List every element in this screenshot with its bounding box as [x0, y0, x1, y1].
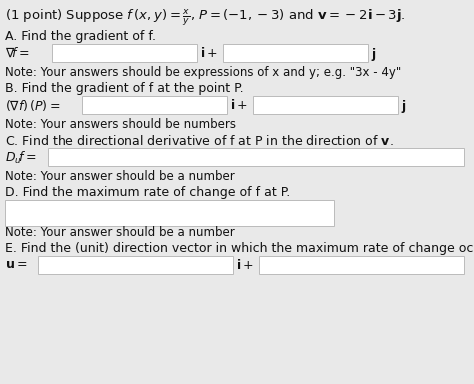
- Text: Note: Your answer should be a number: Note: Your answer should be a number: [5, 226, 235, 239]
- Text: $\mathbf{i}+$: $\mathbf{i}+$: [230, 98, 248, 112]
- FancyBboxPatch shape: [38, 256, 233, 274]
- Text: B. Find the gradient of f at the point P.: B. Find the gradient of f at the point P…: [5, 82, 244, 95]
- FancyBboxPatch shape: [259, 256, 464, 274]
- FancyBboxPatch shape: [48, 148, 464, 166]
- Text: E. Find the (unit) direction vector in which the maximum rate of change occurs a: E. Find the (unit) direction vector in w…: [5, 242, 474, 255]
- Text: Note: Your answers should be expressions of x and y; e.g. "3x - 4y": Note: Your answers should be expressions…: [5, 66, 401, 79]
- Text: $\mathbf{j}$: $\mathbf{j}$: [371, 46, 376, 63]
- Text: Note: Your answer should be a number: Note: Your answer should be a number: [5, 170, 235, 183]
- Text: $\nabla\!f =$: $\nabla\!f =$: [5, 46, 29, 60]
- Text: $\mathbf{u} =$: $\mathbf{u} =$: [5, 258, 27, 271]
- Text: $\mathbf{j}$: $\mathbf{j}$: [401, 98, 407, 115]
- FancyBboxPatch shape: [82, 96, 227, 114]
- FancyBboxPatch shape: [223, 44, 368, 62]
- FancyBboxPatch shape: [5, 200, 334, 226]
- Text: C. Find the directional derivative of f at P in the direction of $\mathbf{v}$.: C. Find the directional derivative of f …: [5, 134, 394, 148]
- Text: D. Find the maximum rate of change of f at P.: D. Find the maximum rate of change of f …: [5, 186, 290, 199]
- Text: $(\nabla f)\,(P) =$: $(\nabla f)\,(P) =$: [5, 98, 61, 113]
- Text: $\mathbf{i}+$: $\mathbf{i}+$: [236, 258, 254, 272]
- FancyBboxPatch shape: [52, 44, 197, 62]
- Text: $D_u\!f =$: $D_u\!f =$: [5, 150, 36, 166]
- Text: Note: Your answers should be numbers: Note: Your answers should be numbers: [5, 118, 236, 131]
- FancyBboxPatch shape: [253, 96, 398, 114]
- Text: $\mathbf{i}+$: $\mathbf{i}+$: [200, 46, 218, 60]
- Text: A. Find the gradient of f.: A. Find the gradient of f.: [5, 30, 156, 43]
- Text: (1 point) Suppose $f\,(x, y) = \frac{x}{y}$, $P = (-1, -3)$ and $\mathbf{v} = -2: (1 point) Suppose $f\,(x, y) = \frac{x}{…: [5, 8, 406, 28]
